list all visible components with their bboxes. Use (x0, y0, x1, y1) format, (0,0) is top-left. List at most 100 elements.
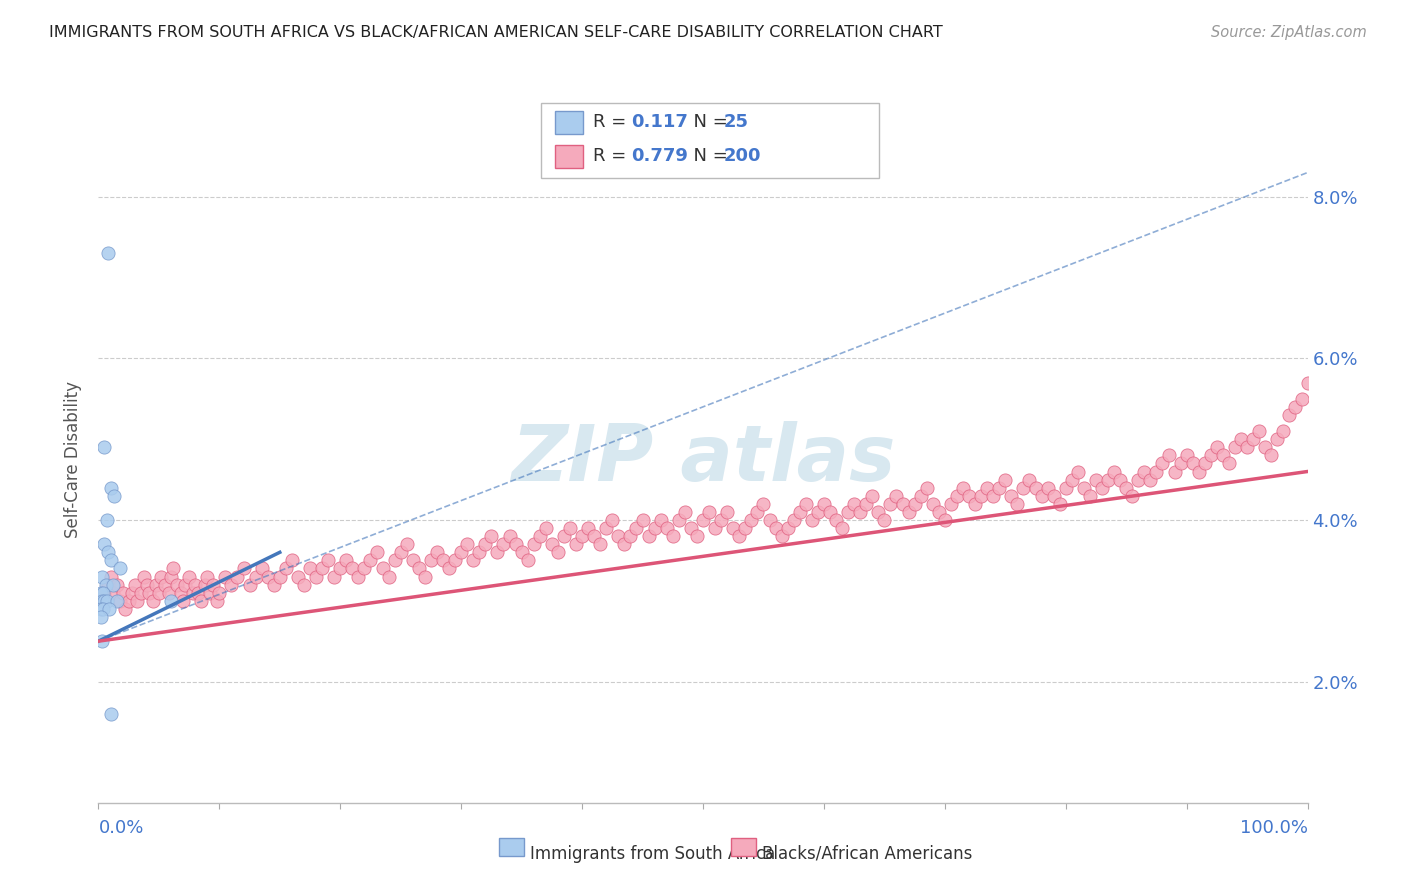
Point (583, 529, 606, 543)
Point (1284, 400, 1306, 414)
Point (1199, 448, 1222, 462)
Point (492, 537, 515, 551)
Point (299, 561, 322, 575)
Point (1049, 497, 1071, 511)
Text: N =: N = (682, 113, 734, 131)
Point (108, 594, 131, 608)
Point (844, 497, 866, 511)
Point (626, 521, 648, 535)
Point (145, 577, 167, 591)
Point (613, 537, 636, 551)
Point (181, 585, 204, 599)
Point (571, 529, 593, 543)
Point (807, 505, 830, 519)
Point (121, 585, 143, 599)
Point (558, 521, 581, 535)
Point (752, 497, 775, 511)
Text: Immigrants from South Africa: Immigrants from South Africa (530, 845, 775, 863)
Point (673, 505, 696, 519)
Point (91, 634, 114, 648)
Point (765, 521, 787, 535)
Point (1296, 376, 1319, 390)
Point (957, 489, 980, 503)
Point (129, 585, 152, 599)
Point (661, 529, 683, 543)
Point (534, 521, 557, 535)
Point (108, 561, 131, 575)
Point (311, 561, 333, 575)
Point (939, 497, 962, 511)
Point (172, 594, 194, 608)
Point (96, 594, 118, 608)
Point (456, 537, 478, 551)
Point (305, 569, 328, 583)
Point (91, 569, 114, 583)
Point (855, 497, 877, 511)
Text: 0.0%: 0.0% (98, 819, 143, 837)
Point (263, 577, 285, 591)
Point (1272, 424, 1295, 438)
Point (1073, 481, 1095, 495)
Point (114, 602, 136, 616)
Point (1109, 473, 1132, 487)
Point (886, 489, 908, 503)
Point (100, 706, 122, 721)
Point (758, 513, 780, 527)
Text: 25: 25 (724, 113, 749, 131)
Point (150, 569, 173, 583)
Point (734, 521, 756, 535)
Point (589, 537, 612, 551)
Point (226, 569, 249, 583)
Point (160, 569, 183, 583)
Point (444, 553, 467, 567)
Point (169, 585, 191, 599)
Point (91, 602, 114, 616)
Point (245, 569, 267, 583)
Text: 100.0%: 100.0% (1240, 819, 1308, 837)
Point (481, 529, 503, 543)
Point (1115, 481, 1137, 495)
Point (776, 521, 799, 535)
Point (1012, 481, 1035, 495)
Point (335, 553, 357, 567)
Text: Blacks/African Americans: Blacks/African Americans (762, 845, 973, 863)
Point (915, 481, 938, 495)
Point (952, 481, 974, 495)
Point (994, 473, 1017, 487)
Point (540, 537, 562, 551)
Point (256, 569, 278, 583)
Point (205, 594, 228, 608)
Point (644, 521, 666, 535)
Point (1181, 457, 1204, 471)
Point (637, 529, 659, 543)
Point (782, 513, 804, 527)
Text: 200: 200 (724, 147, 762, 165)
Point (988, 481, 1011, 495)
Point (486, 545, 509, 559)
Point (97, 577, 120, 591)
Point (103, 489, 125, 503)
Point (402, 553, 425, 567)
Point (366, 545, 388, 559)
Point (90, 585, 112, 599)
Point (1223, 440, 1246, 454)
Point (728, 529, 751, 543)
Point (420, 553, 443, 567)
Point (1230, 432, 1253, 446)
Point (1078, 489, 1101, 503)
Point (202, 577, 225, 591)
Text: 0.117: 0.117 (631, 113, 688, 131)
Point (1128, 473, 1150, 487)
Point (184, 577, 207, 591)
Point (221, 577, 243, 591)
Point (723, 521, 745, 535)
Point (716, 505, 738, 519)
Point (474, 537, 496, 551)
Point (1157, 448, 1180, 462)
Text: ZIP atlas: ZIP atlas (510, 421, 896, 498)
Point (179, 569, 201, 583)
Point (1024, 481, 1046, 495)
Point (93, 585, 115, 599)
Point (1036, 481, 1059, 495)
Point (1007, 497, 1029, 511)
